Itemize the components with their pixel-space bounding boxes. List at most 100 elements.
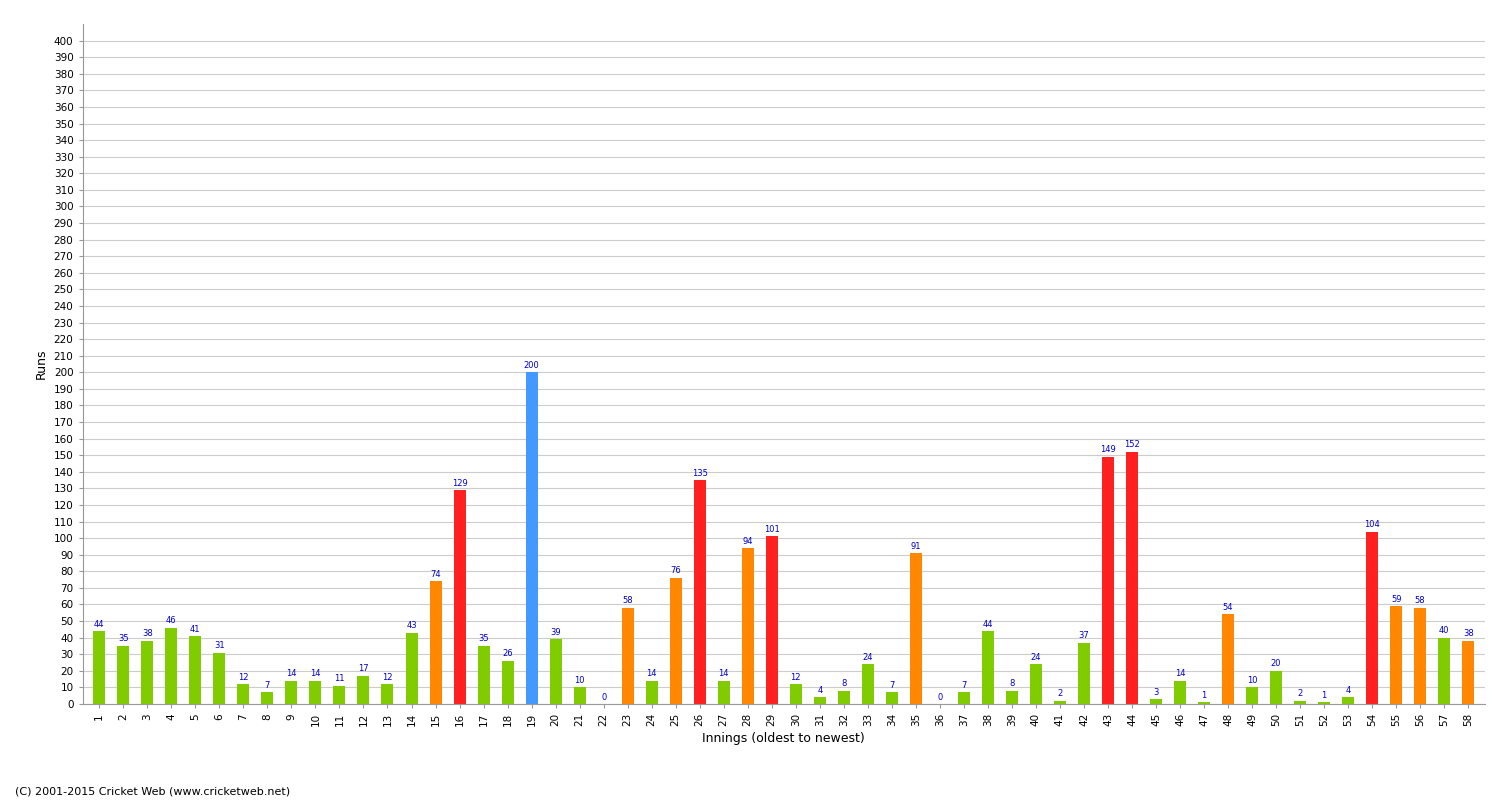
Bar: [165, 628, 177, 704]
Text: 46: 46: [166, 616, 177, 626]
Text: 26: 26: [503, 650, 513, 658]
Bar: [381, 684, 393, 704]
Text: 59: 59: [1390, 594, 1401, 604]
Bar: [717, 681, 729, 704]
Text: 17: 17: [358, 664, 369, 674]
Bar: [1126, 452, 1138, 704]
Text: 38: 38: [1462, 630, 1473, 638]
Text: 58: 58: [1414, 596, 1425, 606]
Text: 24: 24: [862, 653, 873, 662]
Bar: [839, 690, 850, 704]
Bar: [1414, 608, 1426, 704]
Text: 94: 94: [742, 537, 753, 546]
Text: 101: 101: [764, 525, 780, 534]
Text: 40: 40: [1438, 626, 1449, 635]
Bar: [1222, 614, 1234, 704]
Text: 12: 12: [238, 673, 249, 682]
Bar: [1102, 457, 1114, 704]
Bar: [1246, 687, 1258, 704]
Text: 14: 14: [310, 670, 321, 678]
Text: 1: 1: [1322, 691, 1326, 700]
Text: 10: 10: [1246, 676, 1257, 685]
Text: 104: 104: [1365, 520, 1380, 529]
Text: 2: 2: [1058, 689, 1062, 698]
Bar: [886, 692, 898, 704]
Bar: [1198, 702, 1210, 704]
Text: 14: 14: [718, 670, 729, 678]
Bar: [117, 646, 129, 704]
Text: 7: 7: [890, 681, 894, 690]
Bar: [93, 631, 105, 704]
Bar: [405, 633, 417, 704]
Text: 135: 135: [692, 469, 708, 478]
Text: 44: 44: [982, 619, 993, 629]
Bar: [429, 582, 441, 704]
Text: 3: 3: [1154, 687, 1158, 697]
Bar: [790, 684, 802, 704]
Text: 7: 7: [962, 681, 966, 690]
Bar: [213, 653, 225, 704]
Bar: [645, 681, 657, 704]
Text: 149: 149: [1100, 446, 1116, 454]
Bar: [1054, 701, 1066, 704]
Bar: [741, 548, 753, 704]
Text: (C) 2001-2015 Cricket Web (www.cricketweb.net): (C) 2001-2015 Cricket Web (www.cricketwe…: [15, 786, 290, 796]
Text: 8: 8: [1010, 679, 1014, 688]
Text: 4: 4: [1346, 686, 1350, 695]
Bar: [525, 372, 537, 704]
Text: 200: 200: [524, 361, 540, 370]
Bar: [815, 698, 827, 704]
Bar: [309, 681, 321, 704]
Text: 91: 91: [910, 542, 921, 550]
Bar: [1174, 681, 1186, 704]
Bar: [237, 684, 249, 704]
Text: 4: 4: [818, 686, 822, 695]
Text: 58: 58: [622, 596, 633, 606]
Bar: [862, 664, 874, 704]
Text: 12: 12: [790, 673, 801, 682]
Bar: [189, 636, 201, 704]
Bar: [549, 639, 561, 704]
Text: 31: 31: [214, 641, 225, 650]
Bar: [621, 608, 633, 704]
Bar: [453, 490, 465, 704]
Text: 0: 0: [938, 693, 942, 702]
Y-axis label: Runs: Runs: [34, 349, 48, 379]
Text: 7: 7: [264, 681, 270, 690]
Bar: [1342, 698, 1354, 704]
Bar: [982, 631, 994, 704]
Text: 129: 129: [452, 478, 468, 487]
Bar: [285, 681, 297, 704]
Text: 76: 76: [670, 566, 681, 575]
Bar: [693, 480, 705, 704]
Text: 20: 20: [1270, 659, 1281, 668]
Bar: [1390, 606, 1402, 704]
Text: 12: 12: [382, 673, 393, 682]
Text: 35: 35: [118, 634, 129, 643]
Bar: [765, 537, 777, 704]
Text: 10: 10: [574, 676, 585, 685]
Bar: [1318, 702, 1330, 704]
Text: 14: 14: [286, 670, 297, 678]
Text: 39: 39: [550, 628, 561, 637]
Text: 0: 0: [602, 693, 606, 702]
Text: 38: 38: [142, 630, 153, 638]
Text: 152: 152: [1124, 441, 1140, 450]
Text: 14: 14: [1174, 670, 1185, 678]
Text: 1: 1: [1202, 691, 1206, 700]
Text: 74: 74: [430, 570, 441, 578]
Bar: [910, 553, 922, 704]
Text: 24: 24: [1030, 653, 1041, 662]
Text: 44: 44: [94, 619, 105, 629]
Bar: [573, 687, 585, 704]
Text: 41: 41: [190, 625, 201, 634]
Bar: [1270, 671, 1282, 704]
Bar: [1462, 641, 1474, 704]
Bar: [1150, 699, 1162, 704]
X-axis label: Innings (oldest to newest): Innings (oldest to newest): [702, 732, 865, 745]
Bar: [1294, 701, 1306, 704]
Bar: [1366, 531, 1378, 704]
Bar: [1030, 664, 1042, 704]
Bar: [1078, 642, 1090, 704]
Bar: [669, 578, 681, 704]
